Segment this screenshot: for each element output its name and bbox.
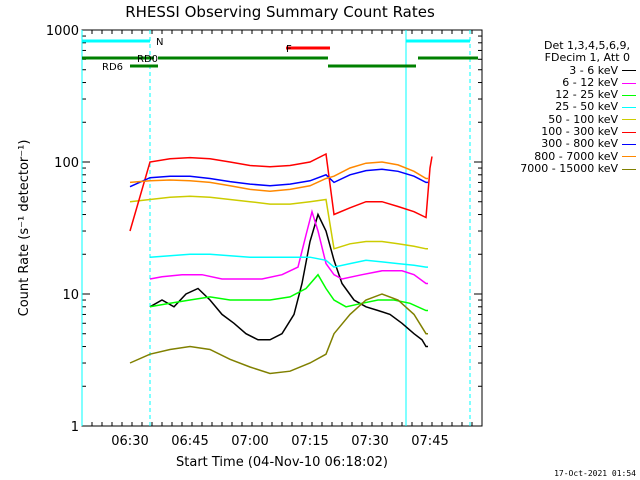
series-line-8 <box>129 161 428 193</box>
legend-entry: 6 - 12 keV <box>486 75 636 89</box>
series-line-1 <box>149 212 428 348</box>
legend-swatch <box>622 119 636 121</box>
state-label-n: N <box>156 37 163 48</box>
series-line-4 <box>149 253 428 268</box>
state-label-rd0: RD0 <box>137 54 158 65</box>
series-line-7 <box>129 168 428 188</box>
legend-entry: 100 - 300 keV <box>486 125 636 139</box>
series-line-5 <box>129 195 428 250</box>
plot-frame <box>81 29 483 427</box>
legend-swatch <box>622 144 636 146</box>
y-tick-label: 1 <box>71 420 79 435</box>
series-line-9 <box>129 293 428 375</box>
legend-swatch <box>622 82 636 84</box>
legend-swatch <box>622 156 636 158</box>
legend: Det 1,3,4,5,6,9, FDecim 1, Att 0 3 - 6 k… <box>486 39 636 175</box>
legend-entry: 300 - 800 keV <box>486 138 636 150</box>
legend-label: 50 - 100 keV <box>548 112 618 126</box>
series-line-6 <box>129 152 433 232</box>
legend-label: 100 - 300 keV <box>541 125 618 139</box>
y-axis-label: Count Rate (s⁻¹ detector⁻¹) <box>17 140 32 317</box>
footer-timestamp: 17-Oct-2021 01:54 <box>554 469 636 478</box>
x-tick-label: 06:45 <box>171 434 208 449</box>
x-tick-label: 07:45 <box>411 434 448 449</box>
state-label-rd6: RD6 <box>102 62 123 73</box>
legend-swatch <box>622 131 636 133</box>
x-tick-label: 06:30 <box>111 434 148 449</box>
legend-detector-line: Det 1,3,4,5,6,9, <box>543 39 630 52</box>
legend-label: 12 - 25 keV <box>555 88 618 102</box>
legend-label: 6 - 12 keV <box>562 75 618 89</box>
legend-label: 300 - 800 keV <box>541 137 618 151</box>
y-tick-label: 100 <box>54 156 79 171</box>
legend-entry: 25 - 50 keV <box>486 101 636 113</box>
legend-label: 800 - 7000 keV <box>534 149 618 163</box>
legend-swatch <box>622 94 636 96</box>
x-tick-label: 07:30 <box>351 434 388 449</box>
legend-entry: 50 - 100 keV <box>486 112 636 126</box>
x-tick-label: 07:15 <box>291 434 328 449</box>
legend-label: 25 - 50 keV <box>555 100 618 114</box>
state-label-f: F <box>286 44 292 55</box>
y-tick-label: 10 <box>62 288 79 303</box>
legend-entry: 800 - 7000 keV <box>486 149 636 163</box>
series-line-3 <box>149 273 428 312</box>
legend-swatch <box>622 168 636 170</box>
legend-entry: 7000 - 15000 keV <box>486 161 636 175</box>
legend-decimation-line: FDecim 1, Att 0 <box>544 51 630 65</box>
legend-label: 3 - 6 keV <box>569 63 618 77</box>
legend-label: 7000 - 15000 keV <box>520 161 618 175</box>
legend-entry: 3 - 6 keV <box>486 63 636 77</box>
legend-swatch <box>622 70 636 72</box>
series-line-2 <box>149 208 428 285</box>
x-axis-label: Start Time (04-Nov-10 06:18:02) <box>176 455 388 470</box>
legend-swatch <box>622 107 636 109</box>
legend-entry: 12 - 25 keV <box>486 88 636 102</box>
x-tick-label: 07:00 <box>231 434 268 449</box>
chart-title: RHESSI Observing Summary Count Rates <box>125 3 435 21</box>
y-tick-label: 1000 <box>46 24 79 39</box>
